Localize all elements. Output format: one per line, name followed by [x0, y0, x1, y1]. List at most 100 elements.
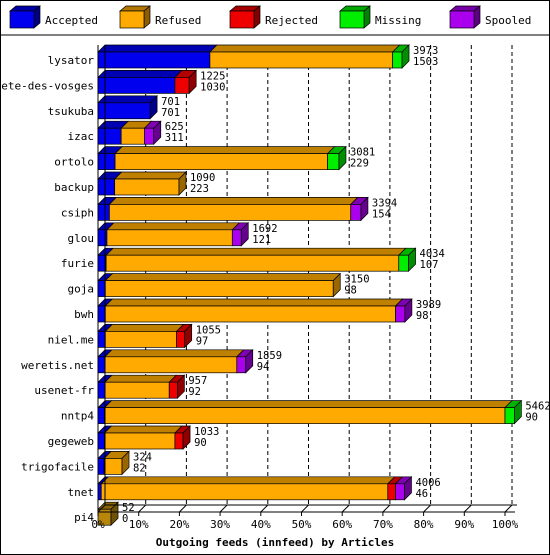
x-tick-label: 70% — [373, 518, 393, 531]
bar-segment-accepted — [97, 381, 106, 399]
bar-label-offered: 3150 — [344, 274, 369, 286]
bar-segment-refused — [120, 127, 145, 145]
bar-segment-missing — [504, 407, 515, 424]
category-label: tsukuba — [48, 105, 94, 118]
bar-segment-accepted — [97, 458, 105, 475]
bar-segment-spooled — [144, 127, 155, 145]
category-label: izac — [68, 130, 95, 143]
bar-segment-accepted — [97, 127, 122, 145]
bar-segment-refused — [114, 178, 180, 196]
bar-segment-side — [338, 145, 347, 171]
bar-segment-accepted — [97, 280, 106, 297]
bar-segment-refused — [114, 153, 328, 170]
x-tick-connector — [179, 504, 187, 513]
category-label: backup — [54, 181, 94, 194]
bar-label-accepted: 98 — [416, 310, 429, 322]
x-tick-connector — [463, 504, 472, 513]
bar-segment-side — [240, 221, 249, 247]
legend-label: Spooled — [485, 14, 531, 27]
category-label: nntp4 — [61, 410, 94, 423]
bar-label-accepted: 107 — [420, 259, 439, 271]
bar-segment-side — [177, 374, 185, 400]
bar-segment-side — [182, 425, 191, 450]
bar-segment-refused — [106, 229, 233, 247]
bar-segment-refused — [104, 331, 177, 348]
bar-label-accepted: 90 — [525, 412, 538, 424]
bar-label-accepted: 92 — [188, 386, 201, 398]
bar-segment-side — [178, 171, 187, 196]
bar-segment-top-refused — [104, 324, 185, 332]
bar-label-offered: 3989 — [416, 299, 441, 311]
x-tick-label: 60% — [332, 518, 352, 531]
x-tick-label: 50% — [292, 518, 312, 531]
bar-segment-side — [404, 475, 412, 501]
bar-segment-accepted — [97, 229, 108, 247]
bar-label-accepted: 97 — [196, 335, 209, 347]
bar-segment-top-refused — [103, 400, 513, 408]
legend-label: Missing — [375, 14, 421, 27]
bar-label-accepted: 1030 — [200, 81, 225, 93]
category-label: tnet — [68, 486, 95, 499]
bar-segment-top-refused — [209, 44, 401, 53]
x-tick-label: 80% — [414, 518, 434, 531]
bar-segment-rejected — [174, 432, 184, 450]
bar-segment-accepted — [97, 331, 106, 348]
category-label: usenet-fr — [34, 384, 94, 397]
bar-segment-top-accepted — [97, 70, 183, 78]
bar-segment-accepted — [97, 356, 106, 374]
x-tick-label: 0% — [91, 518, 105, 531]
bar-segment-side — [188, 69, 197, 95]
bar-segment-side — [404, 298, 413, 323]
bar-label-accepted: 0 — [122, 513, 128, 525]
bar-segment-side — [184, 323, 193, 349]
bar-segment-rejected — [174, 77, 190, 94]
bar-segment-refused — [104, 432, 176, 450]
legend-label: Refused — [155, 14, 201, 27]
bar-segment-spooled — [231, 229, 242, 247]
bar-label-accepted: 90 — [194, 437, 207, 449]
category-label: pi4 — [74, 511, 94, 524]
bar-segment-top-refused — [104, 273, 342, 281]
x-tick-label: 100% — [492, 518, 519, 531]
x-tick-connector — [341, 504, 350, 513]
legend-label: Rejected — [265, 14, 318, 27]
x-tick-connector — [504, 504, 513, 513]
bar-label-accepted: 94 — [257, 361, 270, 373]
bar-segment-top-accepted — [97, 95, 158, 104]
bar-label-offered: 5462 — [525, 401, 550, 413]
bar-segment-spooled — [395, 305, 406, 323]
bar-label-accepted: 229 — [350, 158, 369, 170]
bar-label-offered: 701 — [161, 96, 180, 108]
bar-segment-side — [149, 94, 158, 120]
x-tick-connector — [97, 504, 106, 513]
bar-label-offered: 1055 — [196, 324, 221, 336]
bar-segment-side — [332, 272, 341, 298]
bar-segment-refused — [103, 458, 123, 475]
bar-segment-refused — [109, 204, 352, 221]
bar-segment-accepted — [97, 51, 211, 69]
bar-segment-accepted — [97, 178, 116, 196]
bar-label-offered: 1033 — [194, 426, 219, 438]
bar-segment-top-refused — [106, 222, 241, 231]
bar-segment-side — [121, 450, 130, 476]
bar-segment-refused — [105, 254, 400, 272]
bar-label-accepted: 121 — [252, 234, 271, 246]
legend-swatch — [339, 10, 365, 29]
legend-swatch — [9, 10, 35, 29]
category-label: csiph — [61, 206, 94, 219]
bar-label-accepted: 98 — [344, 285, 357, 297]
bar-segment-rejected — [387, 483, 396, 501]
legend-swatch — [449, 10, 475, 29]
bar-label-accepted: 701 — [161, 107, 180, 119]
bar-label-accepted: 223 — [190, 183, 209, 195]
bar-segment-top-refused — [105, 247, 407, 256]
